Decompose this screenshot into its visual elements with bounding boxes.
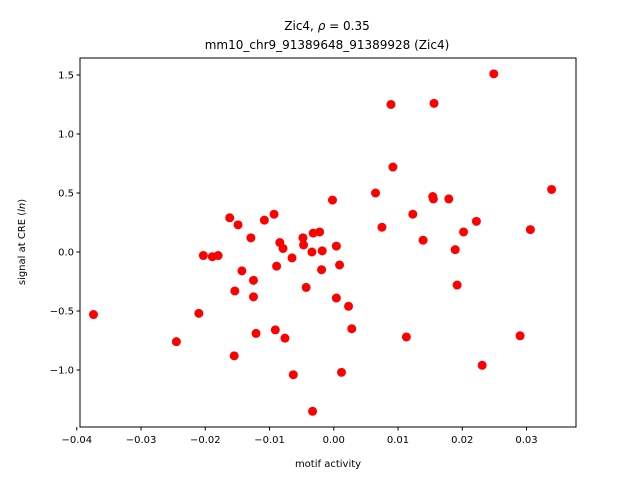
data-point	[317, 265, 327, 275]
x-tick-label: −0.04	[61, 435, 92, 446]
x-tick-label: 0.00	[323, 435, 345, 446]
data-point	[388, 162, 398, 172]
plot-frame	[79, 57, 577, 428]
data-point	[317, 246, 327, 256]
data-point	[525, 225, 535, 235]
data-point	[450, 245, 460, 255]
y-axis-ticks: −1.0 −0.5 0.0 0.5 1.0 1.5	[50, 70, 80, 377]
data-point	[335, 260, 345, 270]
x-tick-label: 0.02	[451, 435, 473, 446]
data-point	[251, 328, 261, 338]
data-point	[301, 282, 311, 292]
data-point	[259, 215, 269, 225]
data-point	[248, 275, 258, 285]
data-point	[230, 286, 240, 296]
x-axis-ticks: −0.04 −0.03 −0.02 −0.01 0.00 0.01 0.02 0.03	[61, 427, 538, 446]
data-point	[272, 261, 282, 271]
data-point	[327, 195, 337, 205]
data-point	[229, 351, 239, 361]
data-point	[489, 69, 499, 79]
y-tick-label: 0.5	[58, 188, 74, 199]
y-axis-label: signal at CRE (ln)	[17, 199, 28, 285]
data-point	[471, 216, 481, 226]
data-point	[278, 243, 288, 253]
chart-title-line2: mm10_chr9_91389648_91389928 (Zic4)	[205, 38, 450, 52]
data-point	[246, 233, 256, 243]
x-tick-label: −0.01	[254, 435, 285, 446]
y-tick-label: −0.5	[50, 307, 74, 318]
data-point	[331, 241, 341, 251]
data-point	[452, 280, 462, 290]
data-point	[459, 227, 469, 237]
data-point	[280, 333, 290, 343]
data-point	[288, 370, 298, 380]
data-point	[194, 308, 204, 318]
data-point	[336, 367, 346, 377]
data-point	[198, 251, 208, 261]
data-point	[408, 209, 418, 219]
data-point	[429, 98, 439, 108]
x-tick-label: 0.03	[515, 435, 537, 446]
data-point	[233, 220, 243, 230]
data-point	[270, 325, 280, 335]
x-tick-label: −0.03	[126, 435, 157, 446]
data-point	[237, 266, 247, 276]
data-point	[347, 324, 357, 334]
y-tick-label: 0.0	[58, 247, 74, 258]
data-point	[547, 184, 557, 194]
data-point	[315, 227, 325, 237]
data-point	[331, 293, 341, 303]
data-point	[477, 360, 487, 370]
y-tick-label: 1.5	[58, 70, 74, 81]
x-tick-label: −0.02	[190, 435, 221, 446]
data-point	[171, 337, 181, 347]
y-tick-label: 1.0	[58, 129, 74, 140]
data-point	[308, 406, 318, 416]
data-point	[225, 213, 235, 223]
data-point	[248, 292, 258, 302]
data-point	[401, 332, 411, 342]
data-point	[377, 222, 387, 232]
data-point	[307, 247, 317, 257]
data-point	[287, 253, 297, 263]
y-tick-label: −1.0	[50, 366, 74, 377]
x-axis-label: motif activity	[295, 459, 361, 470]
data-point	[213, 251, 223, 261]
data-point	[515, 331, 525, 341]
data-point	[418, 235, 428, 245]
data-point	[344, 301, 354, 311]
data-point	[371, 188, 381, 198]
data-point	[88, 310, 98, 320]
data-point	[428, 194, 438, 204]
data-points	[88, 69, 557, 416]
data-point	[298, 233, 308, 243]
data-point	[444, 194, 454, 204]
chart-title-line1: Zic4, ρ = 0.35	[284, 19, 369, 33]
data-point	[386, 99, 396, 109]
x-tick-label: 0.01	[387, 435, 409, 446]
data-point	[299, 240, 309, 250]
data-point	[269, 209, 279, 219]
